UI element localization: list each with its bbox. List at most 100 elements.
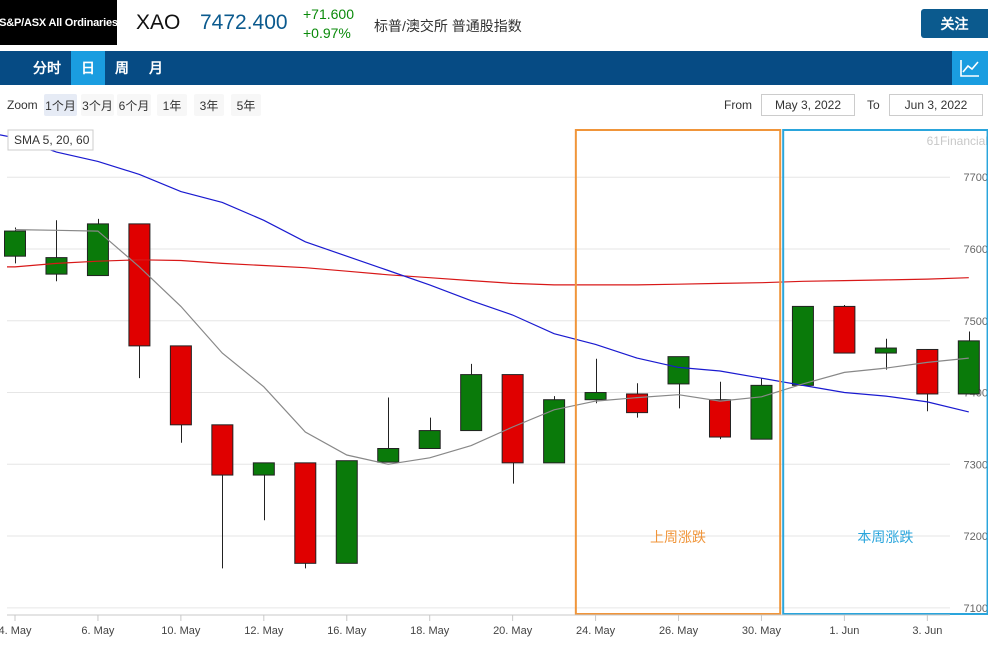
down-candle-body — [169, 345, 192, 426]
candle — [833, 304, 856, 354]
x-tick-label: 20. May — [493, 625, 533, 637]
down-candle-body — [294, 462, 317, 564]
up-candle-body — [377, 448, 400, 463]
index-logo: S&P/ASX All Ordinaries — [0, 0, 118, 45]
zoom-1m-button[interactable]: 1个月 — [44, 94, 77, 116]
chart-watermark: 61Financial — [927, 134, 988, 148]
chart-type-button[interactable] — [952, 51, 988, 85]
y-gridlines — [7, 176, 950, 609]
up-candle-body — [874, 347, 897, 354]
up-candle-body — [252, 462, 275, 476]
y-tick-label: 7300 — [964, 459, 988, 471]
y-tick-label: 7200 — [964, 531, 988, 543]
to-date-input[interactable]: Jun 3, 2022 — [889, 94, 983, 116]
y-tick-label: 7600 — [964, 244, 988, 256]
x-tick-label: 24. May — [576, 625, 616, 637]
x-tick-label: 4. May — [0, 625, 32, 637]
candle — [791, 305, 814, 386]
zoom-1y-button[interactable]: 1年 — [157, 94, 187, 116]
candle — [584, 358, 607, 404]
to-label: To — [867, 98, 880, 112]
from-label: From — [724, 98, 752, 112]
line-chart-icon — [960, 60, 979, 77]
candle — [916, 348, 939, 412]
tab-daily[interactable]: 日 — [71, 51, 105, 85]
symbol: XAO — [136, 11, 181, 34]
candle — [874, 338, 897, 370]
x-tick-label: 6. May — [81, 625, 115, 637]
candle — [750, 378, 773, 440]
candle — [708, 381, 731, 440]
up-candle-body — [584, 392, 607, 401]
candle — [86, 218, 109, 277]
up-candle-body — [45, 257, 68, 275]
candle — [377, 397, 400, 463]
candle — [211, 424, 234, 569]
tab-intraday[interactable]: 分时 — [33, 60, 61, 76]
sma20-line — [0, 134, 969, 413]
zoom-3y-button[interactable]: 3年 — [194, 94, 224, 116]
last-week-box — [574, 129, 782, 615]
x-tick-label: 18. May — [410, 625, 450, 637]
candle — [418, 417, 441, 450]
y-tick-label: 7700 — [964, 172, 988, 184]
y-tick-label: 7500 — [964, 316, 988, 328]
x-tick-label: 30. May — [742, 625, 782, 637]
down-candle-body — [833, 305, 856, 354]
this-week-label: 本周涨跌 — [857, 530, 913, 546]
up-candle-body — [750, 384, 773, 440]
zoom-6m-button[interactable]: 6个月 — [117, 94, 151, 116]
index-description: 标普/澳交所 普通股指数 — [374, 18, 522, 34]
down-candle-body — [708, 399, 731, 438]
up-candle-body — [957, 340, 980, 395]
up-candle-body — [791, 305, 814, 386]
tab-monthly[interactable]: 月 — [149, 60, 163, 76]
sma-lines — [0, 134, 969, 465]
candle — [128, 223, 151, 379]
candle — [460, 363, 483, 432]
candle — [335, 460, 358, 564]
x-tick-label: 1. Jun — [829, 625, 859, 637]
candlestick-chart[interactable]: 61Financial 7100720073007400750076007700… — [0, 127, 988, 646]
candle — [169, 345, 192, 443]
up-candle-body — [460, 374, 483, 432]
up-candle-body — [4, 230, 26, 257]
y-tick-label: 7100 — [964, 603, 988, 615]
candles — [4, 218, 980, 569]
quote-header: S&P/ASX All Ordinaries XAO 7472.400 +71.… — [0, 0, 988, 47]
down-candle-body — [501, 374, 524, 464]
up-candle-body — [86, 223, 109, 277]
up-candle-body — [543, 399, 566, 464]
x-tick-label: 12. May — [244, 625, 284, 637]
candle — [252, 462, 275, 521]
sma-legend-box — [7, 129, 94, 151]
up-candle-body — [335, 460, 358, 564]
price-change: +71.600 +0.97% — [303, 5, 354, 43]
x-axis-labels: 4. May 6. May 10. May 12. May 16. May 18. May… — [0, 615, 942, 637]
last-week-label: 上周涨跌 — [650, 530, 706, 546]
candle — [667, 356, 690, 409]
change-value: +71.600 — [303, 6, 354, 22]
candle — [294, 462, 317, 569]
up-candle-body — [667, 356, 690, 385]
x-tick-label: 10. May — [161, 625, 201, 637]
zoom-3m-button[interactable]: 3个月 — [81, 94, 114, 116]
tab-weekly[interactable]: 周 — [115, 60, 129, 76]
x-tick-label: 3. Jun — [912, 625, 942, 637]
sma-legend: SMA 5, 20, 60 — [7, 129, 94, 151]
candle — [45, 220, 68, 282]
from-date-input[interactable]: May 3, 2022 — [761, 94, 855, 116]
follow-button[interactable]: 关注 — [921, 9, 988, 38]
sma60-line — [7, 259, 969, 286]
x-tick-label: 16. May — [327, 625, 367, 637]
down-candle-body — [128, 223, 151, 347]
zoom-toolbar: Zoom 1个月 3个月 6个月 1年 3年 5年 From May 3, 20… — [0, 92, 988, 120]
candle — [957, 331, 980, 395]
candle — [626, 383, 649, 418]
zoom-label: Zoom — [7, 98, 38, 112]
change-percent: +0.97% — [303, 25, 351, 41]
zoom-5y-button[interactable]: 5年 — [231, 94, 261, 116]
last-price: 7472.400 — [200, 11, 288, 34]
sma-legend-text: SMA 5, 20, 60 — [14, 133, 90, 147]
period-tabs: 分时 日 周 月 — [0, 51, 988, 85]
